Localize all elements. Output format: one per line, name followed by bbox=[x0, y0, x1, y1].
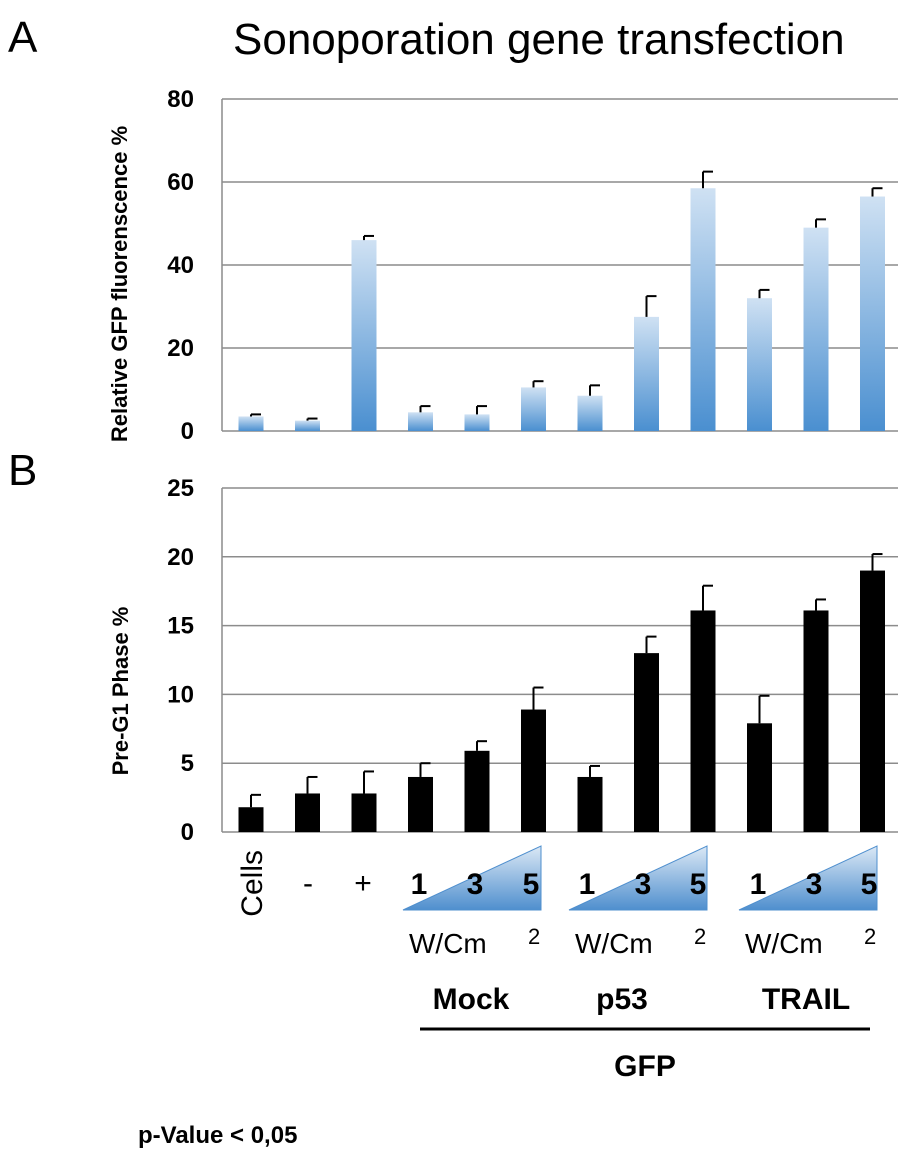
panel-a-y-tick-label: 60 bbox=[167, 169, 194, 196]
panel-a-bar bbox=[747, 298, 772, 431]
panel-b-y-tick-label: 0 bbox=[181, 819, 194, 846]
panel-a-bar bbox=[803, 227, 829, 431]
panel-b-y-tick-label: 20 bbox=[167, 544, 194, 571]
dose-label: 5 bbox=[523, 868, 540, 901]
dose-label: 1 bbox=[750, 868, 767, 901]
dose-unit-exponent: 2 bbox=[864, 924, 876, 949]
dose-unit-label: W/Cm bbox=[409, 928, 487, 959]
dose-label: 5 bbox=[861, 868, 878, 901]
dose-wedge bbox=[402, 845, 542, 911]
panel-b-y-tick-label: 10 bbox=[167, 681, 194, 708]
panel-a-y-tick-label: 0 bbox=[181, 418, 194, 445]
panel-a-bar bbox=[408, 412, 433, 431]
panel-a-bar bbox=[690, 188, 716, 431]
panel-b-gridlines bbox=[221, 487, 898, 833]
panel-b-bar bbox=[747, 723, 772, 832]
panel-a-y-ticks: 0 20 40 60 80 bbox=[167, 86, 194, 445]
panel-b-bar bbox=[295, 793, 320, 832]
group-label: TRAIL bbox=[762, 983, 850, 1016]
panel-b-bar bbox=[521, 709, 546, 832]
group-label: Mock bbox=[433, 983, 510, 1016]
panel-a-bar bbox=[351, 240, 377, 431]
supergroup-label: GFP bbox=[614, 1050, 676, 1083]
panel-a-bar bbox=[464, 414, 490, 431]
panel-b-bar bbox=[408, 776, 433, 832]
panel-a-y-tick-label: 80 bbox=[167, 86, 194, 113]
panel-a-bars bbox=[238, 170, 885, 431]
panel-b-y-tick-label: 25 bbox=[167, 475, 194, 502]
panel-b-y-ticks: 0 5 10 15 20 25 bbox=[167, 475, 194, 846]
panel-b-y-tick-label: 5 bbox=[181, 750, 194, 777]
panel-b-bar bbox=[238, 807, 264, 832]
dose-wedge bbox=[738, 845, 878, 911]
panel-a-y-tick-label: 20 bbox=[167, 335, 194, 362]
panel-b-bar bbox=[803, 610, 829, 832]
panel-b-y-tick-label: 15 bbox=[167, 613, 194, 640]
x-label-plus: + bbox=[354, 867, 372, 900]
panel-a-y-axis-label: Relative GFP fluorenscence % bbox=[107, 126, 132, 442]
panel-a-chart: 0 20 40 60 80 Relative GFP fluorenscence % bbox=[107, 86, 898, 445]
dose-label: 3 bbox=[635, 868, 652, 901]
panel-b-bar bbox=[634, 653, 659, 832]
dose-unit-label: W/Cm bbox=[575, 928, 653, 959]
panel-a-bar bbox=[634, 316, 659, 431]
x-axis-labels: Cells - +1 3 5 W/Cm 2 Mock 1 3 5 W/Cm 2 p53 1 3 5 W/Cm 2 TR… bbox=[236, 845, 878, 1083]
group-label: p53 bbox=[596, 983, 648, 1016]
panel-letter-a: A bbox=[8, 13, 38, 62]
dose-label: 3 bbox=[467, 868, 484, 901]
dose-unit-label: W/Cm bbox=[745, 928, 823, 959]
panel-a-bar bbox=[577, 395, 603, 431]
panel-b-chart: 0 5 10 15 20 25 Pre-G1 Phase % bbox=[108, 475, 898, 846]
figure-title: Sonoporation gene transfection bbox=[233, 15, 845, 64]
panel-b-y-axis-label: Pre-G1 Phase % bbox=[108, 607, 133, 776]
panel-a-bar bbox=[521, 387, 546, 431]
panel-b-bar bbox=[464, 750, 490, 832]
panel-a-gridlines bbox=[221, 98, 898, 432]
dose-unit-exponent: 2 bbox=[528, 924, 540, 949]
panel-letter-b: B bbox=[8, 446, 37, 495]
x-label-minus: - bbox=[303, 867, 313, 900]
panel-b-bar bbox=[860, 570, 885, 832]
x-label-cells: Cells bbox=[236, 850, 269, 917]
dose-wedge bbox=[568, 845, 708, 911]
dose-label: 1 bbox=[579, 868, 596, 901]
dose-label: 5 bbox=[690, 868, 707, 901]
panel-b-bar bbox=[690, 610, 716, 832]
panel-a-bar bbox=[295, 420, 320, 431]
dose-label: 3 bbox=[806, 868, 823, 901]
panel-a-y-tick-label: 40 bbox=[167, 252, 194, 279]
panel-b-bar bbox=[577, 776, 603, 832]
panel-b-bars bbox=[238, 553, 885, 832]
panel-a-bar bbox=[860, 196, 885, 431]
dose-label: 1 bbox=[411, 868, 428, 901]
footnote: p-Value < 0,05 bbox=[138, 1122, 297, 1149]
panel-a-bar bbox=[238, 416, 264, 431]
panel-b-bar bbox=[351, 793, 377, 832]
dose-unit-exponent: 2 bbox=[694, 924, 706, 949]
